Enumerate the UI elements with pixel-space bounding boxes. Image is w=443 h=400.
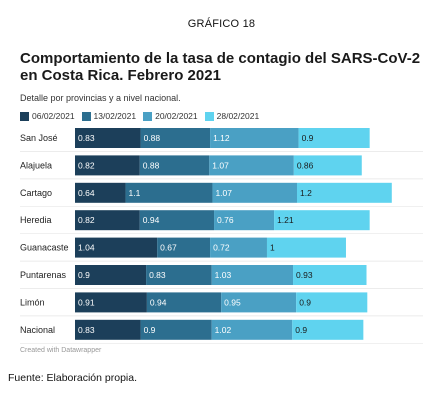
- data-label: 0.9: [302, 133, 314, 143]
- bar-segment: [157, 237, 211, 258]
- legend-label-4: 28/02/2021: [216, 111, 260, 121]
- source-note: Fuente: Elaboración propia.: [8, 372, 137, 384]
- data-label: 0.82: [78, 215, 95, 225]
- data-label: 1.07: [212, 160, 229, 170]
- legend-swatch-1: [20, 111, 29, 121]
- data-label: 1.02: [215, 325, 232, 335]
- data-label: 1.2: [300, 188, 312, 198]
- data-label: 1.1: [129, 188, 141, 198]
- figure-label: GRÁFICO 18: [187, 18, 256, 30]
- bar-segment: [210, 128, 299, 148]
- data-label: 0.93: [296, 270, 313, 280]
- data-label: 0.9: [295, 325, 307, 335]
- legend-swatch-4: [204, 111, 214, 121]
- bar-segment: [140, 319, 212, 340]
- data-label: 1.03: [215, 270, 232, 280]
- legend-item-2: 13/02/2021: [81, 111, 137, 121]
- data-label: 0.94: [143, 215, 160, 225]
- legend-item-3: 20/02/2021: [143, 111, 198, 121]
- bar-segment: [125, 182, 213, 203]
- datawrapper-credit: Created with Datawrapper: [20, 347, 102, 354]
- legend-label-3: 20/02/2021: [155, 111, 198, 121]
- bar-segment: [75, 237, 158, 258]
- data-label: 0.82: [78, 160, 95, 170]
- data-label: 0.9: [144, 325, 156, 335]
- bar-segment: [75, 182, 126, 203]
- bar-segment: [212, 182, 297, 203]
- bar-segment: [146, 265, 212, 285]
- bar-segment: [140, 128, 211, 148]
- legend-item-4: 28/02/2021: [204, 111, 260, 121]
- data-label: 0.9: [299, 297, 311, 307]
- category-label: Cartago: [20, 188, 52, 198]
- category-label: Puntarenas: [20, 270, 67, 280]
- bar-segment: [296, 292, 368, 313]
- legend-label-1: 06/02/2021: [32, 111, 75, 121]
- bar-segment: [75, 319, 141, 340]
- data-label: 0.64: [78, 188, 95, 198]
- bar-segment: [293, 265, 367, 285]
- data-label: 0.88: [144, 133, 161, 143]
- bar-segment: [293, 155, 362, 176]
- data-label: 1.07: [215, 188, 232, 198]
- bar-segment: [274, 210, 370, 231]
- bar-segment: [221, 292, 297, 313]
- legend-label-2: 13/02/2021: [93, 111, 137, 121]
- data-label: 1.12: [213, 133, 230, 143]
- bar-segment: [139, 210, 215, 231]
- data-label: 0.67: [160, 243, 177, 253]
- legend: 06/02/2021 13/02/2021 20/02/2021 28/02/2…: [20, 110, 266, 122]
- bar-segment: [211, 265, 294, 285]
- bar-segment: [211, 319, 293, 340]
- bar-segment: [210, 237, 267, 258]
- data-label: 0.9: [78, 270, 90, 280]
- data-label: 0.83: [78, 325, 95, 335]
- data-label: 0.86: [297, 160, 314, 170]
- data-label: 1.04: [78, 243, 95, 253]
- category-label: Guanacaste: [20, 243, 69, 253]
- data-label: 0.95: [224, 297, 241, 307]
- bar-segment: [75, 210, 140, 231]
- data-label: 0.83: [149, 270, 166, 280]
- category-label: Alajuela: [20, 160, 52, 170]
- category-label: Limón: [20, 297, 45, 307]
- bar-segment: [75, 265, 147, 285]
- bar-segment: [296, 182, 392, 203]
- bar-segment: [139, 155, 210, 176]
- legend-item-1: 06/02/2021: [20, 111, 75, 121]
- chart-title: Comportamiento de la tasa de contagio de…: [20, 50, 421, 84]
- bar-segment: [209, 155, 294, 176]
- bar-segment: [146, 292, 222, 313]
- data-label: 0.88: [143, 160, 160, 170]
- bar-segment: [292, 319, 364, 340]
- bar-segment: [75, 128, 141, 148]
- bar-segment: [214, 210, 275, 231]
- data-label: 0.91: [78, 297, 95, 307]
- bar-segment: [266, 237, 346, 258]
- category-label: San José: [20, 133, 58, 143]
- data-label: 0.94: [150, 297, 167, 307]
- bar-segment: [298, 128, 370, 148]
- category-label: Nacional: [20, 325, 55, 335]
- data-label: 0.83: [78, 133, 95, 143]
- category-label: Heredia: [20, 215, 52, 225]
- chart-subtitle: Detalle por provincias y a nivel naciona…: [20, 93, 181, 103]
- data-label: 0.72: [213, 243, 230, 253]
- legend-swatch-2: [81, 111, 91, 121]
- data-label: 1: [270, 243, 275, 253]
- data-label: 0.76: [217, 215, 234, 225]
- bar-segment: [75, 155, 140, 176]
- bar-segment: [75, 292, 147, 313]
- legend-swatch-3: [143, 111, 153, 121]
- data-label: 1.21: [277, 215, 294, 225]
